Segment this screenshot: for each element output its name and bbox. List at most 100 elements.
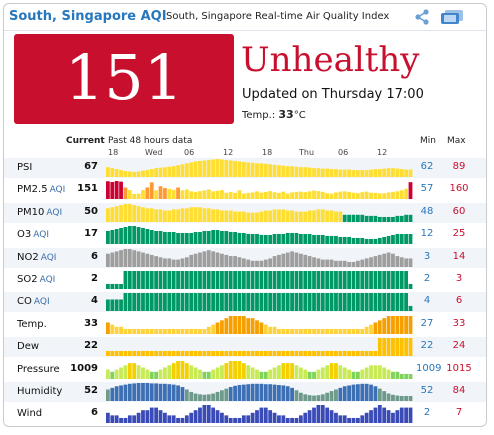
row-co[interactable]: CO AQI 4 4 6 (4, 292, 486, 313)
history-bar (114, 283, 119, 289)
history-bar (377, 216, 382, 222)
row-wind[interactable]: Wind 6 2 7 (4, 404, 486, 424)
history-bar (255, 234, 259, 245)
row-pressure[interactable]: Pressure 1009 1009 1015 (4, 360, 486, 380)
history-sparkline[interactable] (106, 315, 413, 334)
history-bar (259, 407, 264, 424)
row-o3[interactable]: O3 AQI 17 12 25 (4, 225, 486, 245)
history-bar (334, 260, 338, 267)
history-bar (184, 351, 189, 357)
row-dew[interactable]: Dew 22 22 24 (4, 337, 486, 358)
history-bar (404, 293, 409, 312)
history-sparkline[interactable] (106, 383, 413, 401)
history-bar (136, 364, 141, 379)
row-current-value: 2 (91, 273, 98, 284)
tablet-icon[interactable] (440, 9, 464, 25)
history-sparkline[interactable] (106, 405, 413, 424)
history-sparkline[interactable] (106, 338, 413, 357)
history-bar (228, 315, 233, 334)
history-bar (220, 210, 224, 222)
history-bar (167, 166, 172, 177)
history-bar (307, 351, 312, 357)
row-label: Temp. (17, 319, 49, 330)
history-bar (360, 351, 365, 357)
row-temp[interactable]: Temp. 33 27 33 (4, 315, 486, 335)
history-bar (351, 193, 356, 200)
time-tick: 06 (184, 148, 195, 157)
history-bar (369, 410, 373, 424)
history-bar (355, 214, 360, 222)
history-bar (149, 328, 154, 334)
history-bar (171, 209, 176, 222)
history-bar (163, 210, 167, 222)
history-bar (408, 306, 413, 312)
history-bar (369, 271, 373, 289)
history-bar (263, 351, 268, 357)
history-bar (255, 163, 259, 177)
history-bar (180, 271, 185, 289)
history-bar (342, 367, 347, 379)
history-bar (171, 362, 176, 379)
history-sparkline[interactable] (106, 226, 413, 245)
history-bar (307, 328, 312, 334)
history-bar (338, 211, 343, 222)
row-humidity[interactable]: Humidity 52 52 84 (4, 382, 486, 402)
history-bar (176, 271, 180, 289)
row-no2[interactable]: NO2 AQI 6 3 14 (4, 247, 486, 268)
history-sparkline[interactable] (106, 248, 413, 267)
history-sparkline[interactable] (106, 293, 413, 312)
history-bar (272, 234, 277, 245)
history-bar (114, 299, 119, 312)
history-bar (391, 271, 395, 289)
history-bar (145, 293, 150, 312)
history-bar (176, 259, 180, 267)
history-bar (351, 261, 356, 267)
history-bar (281, 234, 286, 245)
history-sparkline[interactable] (106, 159, 413, 177)
history-bar (215, 351, 220, 357)
history-bar (408, 214, 413, 222)
history-bar (198, 407, 202, 424)
row-psi[interactable]: PSI 67 62 89 (4, 158, 486, 178)
history-bar (364, 326, 369, 334)
history-bar (176, 351, 180, 357)
history-bar (272, 209, 277, 222)
history-bar (408, 182, 413, 200)
history-bar (202, 250, 207, 267)
history-bar (180, 190, 185, 200)
history-sparkline[interactable] (106, 181, 413, 200)
history-bar (329, 210, 334, 222)
history-bar (364, 215, 369, 222)
history-bar (347, 369, 351, 379)
history-bar (399, 215, 404, 222)
history-bar (272, 351, 277, 357)
history-bar (141, 271, 145, 289)
history-bar (263, 324, 268, 334)
row-pm2-5[interactable]: PM2.5 AQI 151 57 160 (4, 180, 486, 200)
history-bar (277, 385, 281, 401)
history-bar (246, 293, 251, 312)
history-sparkline[interactable] (106, 203, 413, 222)
history-bar (320, 271, 325, 289)
history-bar (307, 395, 312, 401)
history-bar (211, 230, 216, 245)
history-bar (338, 271, 343, 289)
history-bar (189, 207, 194, 222)
history-bar (180, 351, 185, 357)
history-bar (351, 328, 356, 334)
row-so2[interactable]: SO2 AQI 2 2 3 (4, 270, 486, 290)
history-bar (399, 407, 404, 424)
row-max-value: 14 (452, 250, 466, 262)
history-bar (347, 169, 351, 177)
share-icon[interactable] (414, 9, 430, 25)
history-bar (316, 405, 321, 424)
history-bar (382, 271, 387, 289)
history-bar (312, 407, 316, 424)
history-bar (255, 320, 259, 334)
city-title-link[interactable]: South, Singapore AQI (9, 9, 167, 24)
history-bar (180, 328, 185, 334)
history-bar (145, 170, 150, 177)
row-pm10[interactable]: PM10 AQI 50 48 60 (4, 202, 486, 223)
history-sparkline[interactable] (106, 271, 413, 289)
history-sparkline[interactable] (106, 360, 413, 379)
